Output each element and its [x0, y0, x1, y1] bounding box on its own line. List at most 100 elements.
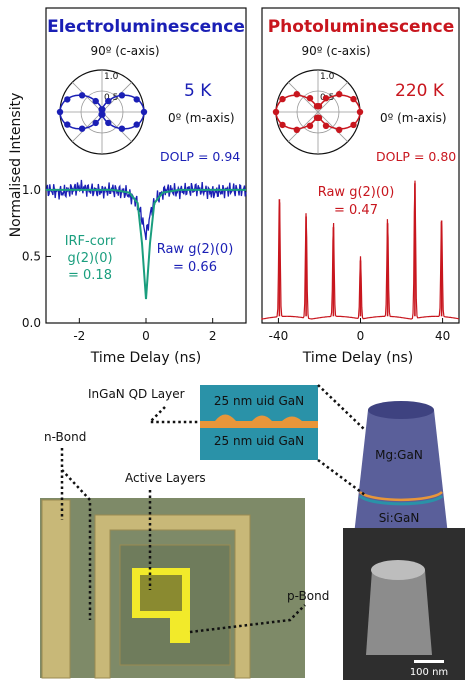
polar-data-point — [64, 121, 71, 128]
el-ylabel: Normalised Intensity — [8, 93, 24, 238]
polar-data-point — [105, 119, 112, 127]
polar-data-point — [56, 108, 64, 116]
p-bond-pad — [170, 618, 190, 643]
polar-spoke — [72, 82, 103, 113]
polar-data-point — [315, 114, 323, 122]
polar-data-point — [98, 106, 105, 113]
layer-top-label: 25 nm uid GaN — [214, 394, 304, 408]
el-irf-trace — [46, 188, 246, 300]
scalebar-label: 100 nm — [410, 667, 448, 678]
cylinder-body — [354, 410, 448, 547]
el-panel: Electroluminescence Normalised Intensity… — [8, 7, 247, 366]
polar-spoke — [72, 111, 103, 142]
polar-data-point — [322, 122, 330, 129]
el-xlabel: Time Delay (ns) — [90, 350, 201, 366]
pl-polar-right-label: 0º (m-axis) — [380, 111, 447, 125]
polar-data-point — [78, 92, 86, 99]
sem-pillar — [366, 570, 432, 655]
pl-polar-top-label: 90º (c-axis) — [301, 44, 370, 58]
pl-temperature: 220 K — [395, 81, 445, 101]
el-raw-label: Raw g(2)(0) — [157, 242, 234, 257]
layer-stack: 25 nm uid GaN 25 nm uid GaN — [200, 385, 318, 460]
layer-bottom-label: 25 nm uid GaN — [214, 434, 304, 448]
polar-spoke — [317, 82, 348, 113]
active-area-inner — [140, 575, 182, 611]
polar-data-point — [356, 108, 364, 116]
polar-data-point — [133, 121, 140, 128]
polar-data-point — [350, 95, 357, 103]
polar-data-point — [92, 119, 99, 127]
el-irf-label-2: g(2)(0) — [67, 251, 112, 266]
polar-data-point — [78, 125, 86, 132]
cylinder-stripe-1 — [359, 491, 443, 502]
polar-data-point — [118, 92, 126, 99]
ingan-label: InGaN QD Layer — [88, 387, 185, 401]
el-raw-value: = 0.66 — [173, 260, 217, 275]
polar-spoke — [288, 82, 319, 113]
el-title: Electroluminescence — [47, 17, 245, 37]
n-bond-pad — [41, 499, 251, 679]
el-plot: 0.0 0.5 1.0 -2 0 2 — [22, 179, 247, 343]
cylinder-bottom-label: Si:GaN — [379, 511, 420, 525]
polar-data-point — [105, 97, 112, 105]
leader-stack-top — [317, 384, 366, 431]
x-tick-label: -40 — [269, 329, 289, 343]
el-irf-label-1: IRF-corr — [65, 234, 116, 249]
polar-spoke — [101, 82, 132, 113]
polar-data-point — [306, 95, 314, 102]
pl-plot: -40 0 40 — [261, 180, 460, 343]
sem-pillar-top — [371, 560, 425, 580]
polar-data-point — [306, 122, 314, 129]
polar-tick-label: 0.5 — [104, 93, 118, 103]
leader-nbond — [60, 448, 92, 620]
x-tick-label: 0 — [357, 329, 365, 343]
polar-data-point — [133, 96, 140, 103]
x-tick-label: -2 — [73, 329, 85, 343]
polar-data-point — [118, 125, 126, 132]
polar-data-point — [64, 96, 71, 103]
polar-data-point — [322, 95, 330, 102]
polar-spoke — [317, 111, 348, 142]
polar-spoke — [101, 111, 132, 142]
polar-data-point — [99, 111, 106, 118]
el-polar-top-label: 90º (c-axis) — [90, 44, 159, 58]
qd-layer — [200, 414, 318, 428]
polar-data-point — [140, 108, 148, 116]
cylinder-top-label: Mg:GaN — [375, 448, 423, 462]
cylinder-stripe-2 — [358, 494, 444, 506]
el-raw-trace — [45, 179, 247, 241]
el-polar-inset: 1.0 0.5 — [56, 69, 148, 155]
microscope-image — [40, 498, 305, 679]
cylinder-top — [368, 401, 434, 419]
x-tick-label: 40 — [435, 329, 450, 343]
el-temperature: 5 K — [184, 81, 212, 101]
el-irf-value: = 0.18 — [68, 268, 112, 283]
device-schematic: 25 nm uid GaN 25 nm uid GaN Mg:GaN Si:Ga… — [40, 384, 465, 680]
polar-data-point — [336, 91, 343, 98]
y-tick-label: 1.0 — [22, 183, 41, 197]
pl-panel: Photoluminescence 1.00.5 90º (c-axis) 0º… — [261, 7, 460, 366]
leader-pbond — [189, 604, 306, 634]
pl-xlabel: Time Delay (ns) — [302, 350, 413, 366]
pl-title: Photoluminescence — [268, 17, 455, 37]
polar-data-point — [92, 97, 99, 105]
sem-image: 100 nm — [343, 528, 465, 680]
polar-data-point — [279, 95, 286, 103]
scalebar — [414, 660, 444, 663]
leader-stack-bottom — [317, 458, 366, 497]
active-label: Active Layers — [125, 471, 206, 485]
pl-dolp: DOLP = 0.80 — [376, 149, 456, 164]
polar-tick-label: 1.0 — [104, 72, 119, 82]
x-tick-label: 2 — [209, 329, 217, 343]
pl-polar-inset: 1.00.5 — [272, 69, 364, 155]
polar-data-point — [293, 126, 300, 133]
polar-data-point — [336, 126, 343, 133]
pillar-cylinder: Mg:GaN Si:GaN — [354, 401, 448, 547]
polar-data-point — [313, 103, 321, 110]
polar-spoke — [288, 111, 319, 142]
el-polar-right-label: 0º (m-axis) — [168, 111, 235, 125]
x-tick-label: 0 — [142, 329, 150, 343]
polar-data-point — [272, 108, 280, 116]
